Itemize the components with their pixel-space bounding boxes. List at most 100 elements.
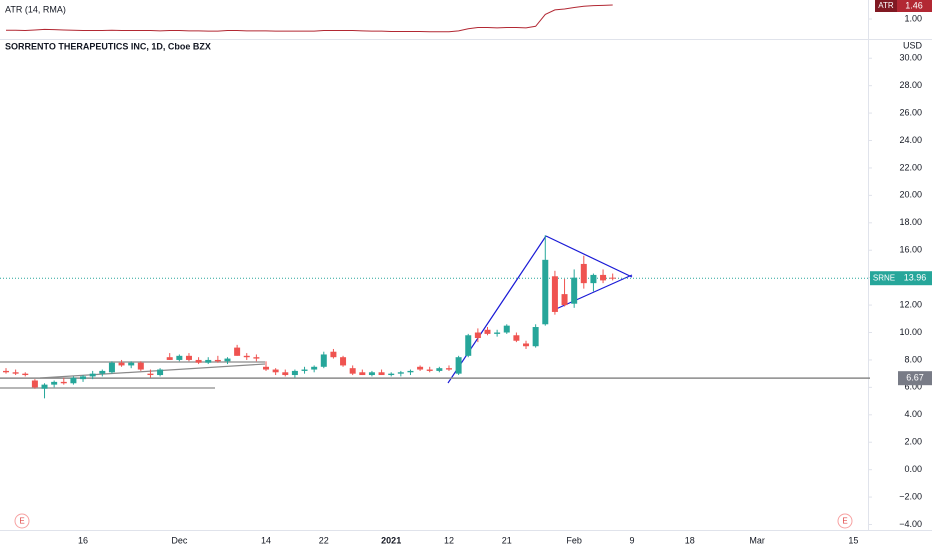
candle-body (51, 381, 58, 385)
candle-body (417, 366, 424, 370)
candle-body (571, 277, 578, 304)
candle-body (108, 362, 115, 373)
flagpole-line (447, 235, 547, 384)
x-tick-label: Mar (749, 535, 765, 545)
candle-body (330, 351, 337, 358)
y-tick-label: 30.00 (899, 53, 922, 63)
candle-body (31, 380, 38, 388)
earnings-label: E (842, 517, 847, 526)
symbol-label: SRNE (873, 273, 895, 282)
x-tick-label: 21 (502, 535, 512, 545)
y-tick-label: 18.00 (899, 217, 922, 227)
candle-body (22, 373, 29, 376)
candle-body (80, 376, 87, 380)
candle-body (340, 357, 347, 366)
y-tick-label: 28.00 (899, 80, 922, 90)
candle-body (513, 335, 520, 341)
candle-body (426, 369, 433, 371)
pennant-lower (555, 274, 633, 310)
candle-body (436, 368, 443, 371)
candle-body (128, 362, 135, 366)
candle-body (185, 355, 192, 360)
last-price-label: 13.96 (904, 273, 927, 283)
candle-body (195, 359, 202, 363)
chart-title: SORRENTO THERAPEUTICS INC, 1D, Cboe BZX (5, 41, 211, 51)
y-tick-label: 10.00 (899, 327, 922, 337)
candle-body (234, 347, 241, 356)
x-tick-label: 18 (685, 535, 695, 545)
candle-body (147, 373, 154, 376)
candle-body (243, 355, 250, 358)
price-level-label: 6.67 (906, 373, 924, 383)
atr-value-tag (897, 0, 932, 12)
candle-body (137, 362, 144, 370)
candle-body (532, 327, 539, 347)
candle-body (118, 362, 125, 366)
x-tick-label: Dec (171, 535, 188, 545)
x-tick-label: 2021 (381, 535, 401, 545)
candle-body (320, 354, 327, 367)
candle-body (609, 277, 616, 279)
y-tick-label: 0.00 (904, 464, 922, 474)
atr-line (6, 4, 613, 33)
candle-body (224, 358, 231, 362)
atr-name: ATR (878, 1, 894, 10)
candle-body (70, 377, 77, 384)
candle-body (494, 332, 501, 334)
atr-name-tag (875, 0, 897, 12)
candle-body (157, 369, 164, 376)
candle-body (41, 384, 48, 389)
x-tick-label: 15 (848, 535, 858, 545)
earnings-label: E (19, 517, 24, 526)
y-tick-label: −2.00 (899, 491, 922, 501)
candle-body (474, 332, 481, 338)
candle-body (282, 372, 289, 376)
candle-body (542, 259, 549, 325)
y-tick-label: 4.00 (904, 409, 922, 419)
y-tick-label: 26.00 (899, 107, 922, 117)
earnings-marker (14, 513, 30, 529)
candle-body (311, 366, 318, 370)
price-level-tag (898, 371, 932, 386)
candle-body (445, 368, 452, 370)
x-tick-label: 9 (629, 535, 634, 545)
trend-line (39, 363, 266, 379)
candle-body (60, 381, 67, 384)
symbol-tag (870, 271, 898, 286)
candle-body (272, 369, 279, 373)
atr-tick-label: 1.00 (904, 13, 922, 23)
y-tick-label: 16.00 (899, 245, 922, 255)
drawings (0, 235, 633, 389)
pennant-upper (545, 235, 633, 278)
candle-body (590, 274, 597, 284)
candle-body (561, 294, 568, 306)
candle-body (3, 370, 9, 373)
y-tick-label: 20.00 (899, 190, 922, 200)
y-tick-label: 6.00 (904, 382, 922, 392)
candle-body (359, 372, 366, 376)
candle-body (176, 355, 183, 360)
y-tick-label: 22.00 (899, 162, 922, 172)
candle-body (580, 263, 587, 284)
y-tick-label: 2.00 (904, 437, 922, 447)
candle-body (368, 372, 375, 376)
y-tick-label: 24.00 (899, 135, 922, 145)
indicator-name: ATR (14, RMA) (5, 4, 66, 14)
candle-body (455, 357, 462, 374)
currency: USD (903, 40, 923, 50)
last-price-tag (898, 271, 932, 286)
candle-body (301, 369, 308, 371)
earnings-marker (837, 513, 853, 529)
candle-body (407, 370, 414, 373)
y-tick-label: 12.00 (899, 299, 922, 309)
x-tick-label: 16 (78, 535, 88, 545)
candle-body (484, 329, 491, 334)
candle-body (388, 373, 395, 376)
x-tick-label: 12 (444, 535, 454, 545)
candle-body (166, 357, 173, 360)
candle-body (205, 359, 212, 363)
candle-body (263, 366, 270, 370)
y-tick-label: 8.00 (904, 354, 922, 364)
